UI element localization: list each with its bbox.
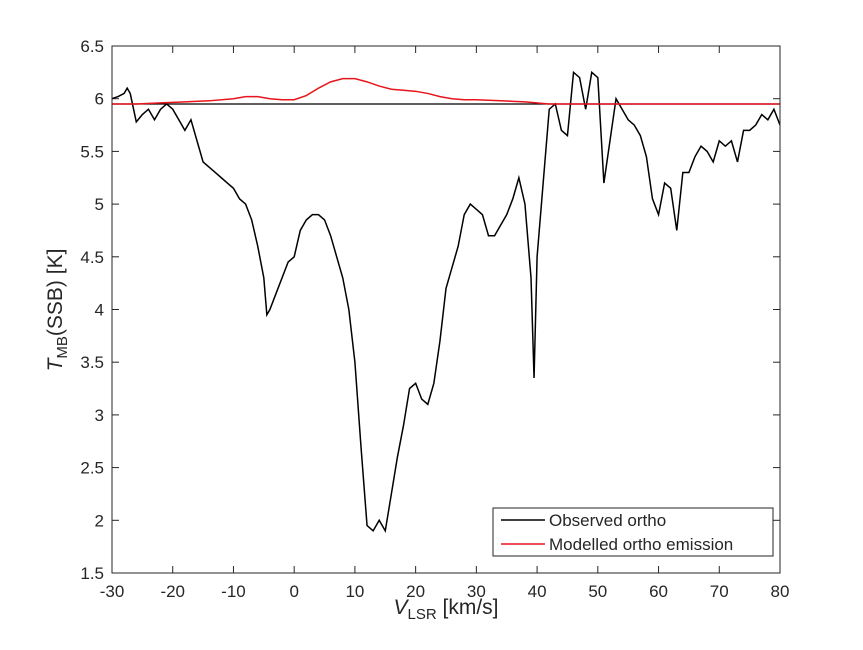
x-tick-label: -10	[221, 582, 246, 601]
y-tick-label: 2	[95, 511, 104, 530]
x-tick-label: 40	[528, 582, 547, 601]
x-tick-label: 70	[710, 582, 729, 601]
y-label-rest: (SSB) [K]	[44, 249, 67, 337]
y-tick-label: 6.5	[80, 37, 104, 56]
x-label-sub: LSR	[407, 606, 436, 623]
x-tick-label: 20	[406, 582, 425, 601]
x-label-main: V	[393, 596, 409, 619]
y-axis-label: TMB(SSB) [K]	[44, 249, 71, 372]
y-tick-label: 1.5	[80, 564, 104, 583]
y-tick-label: 5	[95, 195, 104, 214]
y-tick-label: 5.5	[80, 142, 104, 161]
legend-box	[492, 507, 774, 557]
x-tick-label: 10	[345, 582, 364, 601]
plot-frame	[111, 45, 781, 574]
x-tick-label: 80	[771, 582, 790, 601]
x-tick-label: 50	[588, 582, 607, 601]
series-line	[112, 77, 780, 105]
y-tick-label: 2.5	[80, 459, 104, 478]
x-label-rest: [km/s]	[437, 596, 499, 619]
legend-label: Modelled ortho emission	[549, 535, 733, 554]
x-tick-label: -30	[100, 582, 125, 601]
y-tick-label: 3	[95, 406, 104, 425]
series-line	[112, 70, 780, 534]
x-axis-label: VLSR [km/s]	[393, 596, 498, 623]
x-tick-label: 30	[467, 582, 486, 601]
y-tick-label: 4.5	[80, 248, 104, 267]
x-tick-label: 0	[289, 582, 298, 601]
x-tick-label: 60	[649, 582, 668, 601]
y-tick-label: 6	[95, 90, 104, 109]
y-tick-label: 4	[95, 301, 104, 320]
y-label-main: T	[44, 356, 67, 371]
y-label-sub: MB	[54, 336, 71, 359]
x-tick-label: -20	[160, 582, 185, 601]
legend-label: Observed ortho	[549, 511, 666, 530]
y-tick-label: 3.5	[80, 353, 104, 372]
